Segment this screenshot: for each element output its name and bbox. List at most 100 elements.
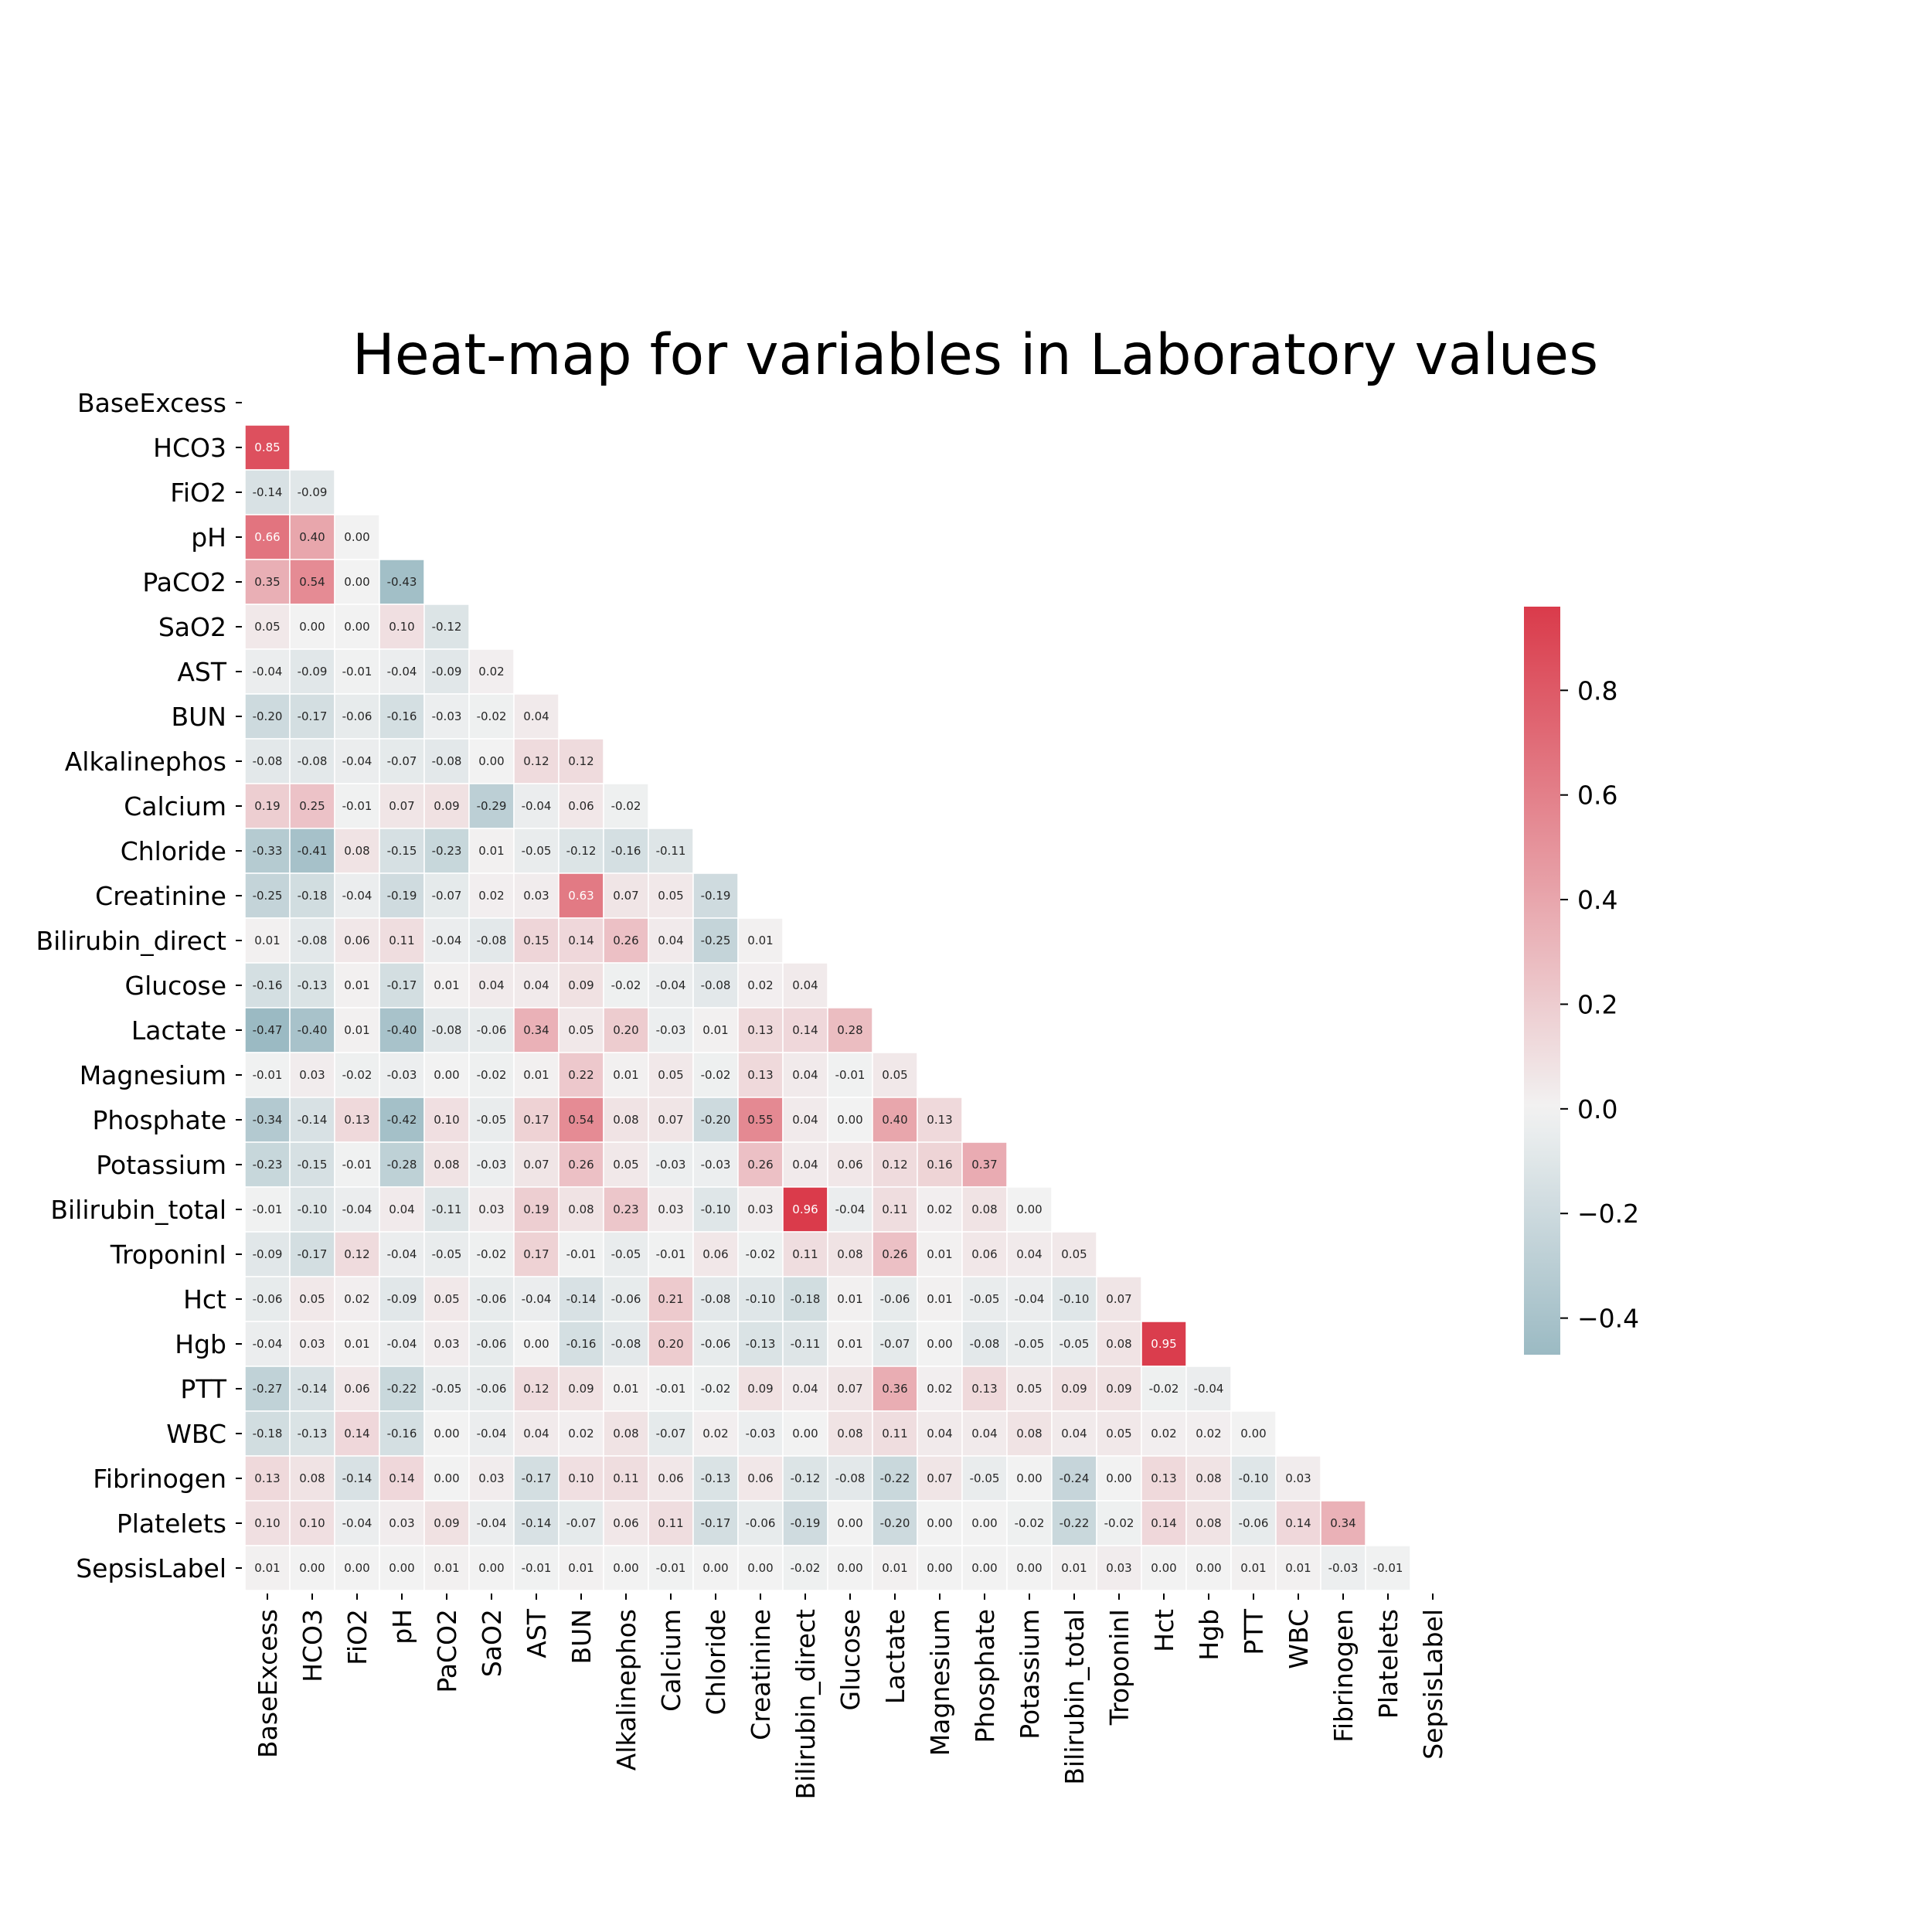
cell-label-Alkalinephos-HCO3: -0.08 <box>298 754 328 768</box>
cell-label-SepsisLabel-AST: -0.01 <box>522 1561 552 1575</box>
heatmap-cell-SepsisLabel-Platelets <box>1365 1545 1411 1591</box>
x-tick-Creatinine: Creatinine <box>746 1609 776 1740</box>
heatmap-cell-SepsisLabel-PTT <box>1230 1545 1277 1591</box>
heatmap-cell-PTT-SaO2 <box>468 1366 515 1412</box>
cell-label-Fibrinogen-pH: 0.14 <box>389 1471 414 1485</box>
cell-label-Platelets-Bilirubin_direct: -0.19 <box>791 1516 821 1530</box>
cell-label-BUN-pH: -0.16 <box>387 709 417 723</box>
heatmap-cell-Alkalinephos-BaseExcess <box>244 738 291 784</box>
cell-label-Platelets-Fibrinogen: 0.34 <box>1330 1516 1355 1530</box>
heatmap-cell-TroponinI-PaCO2 <box>423 1231 470 1277</box>
heatmap-cell-TroponinI-Potassium <box>1006 1231 1053 1277</box>
heatmap-cell-WBC-Bilirubin_total <box>1051 1410 1097 1457</box>
cell-label-Phosphate-HCO3: -0.14 <box>298 1113 328 1127</box>
cell-label-WBC-Bilirubin_direct: 0.00 <box>792 1427 818 1440</box>
x-tick-WBC: WBC <box>1284 1609 1314 1669</box>
cell-label-Calcium-PaCO2: 0.09 <box>434 799 459 813</box>
cell-label-Phosphate-Chloride: -0.20 <box>701 1113 731 1127</box>
heatmap-cell-AST-pH <box>379 648 425 695</box>
cell-label-WBC-Hct: 0.02 <box>1151 1427 1176 1440</box>
cell-label-Platelets-Lactate: -0.20 <box>880 1516 910 1530</box>
cell-label-SepsisLabel-Hgb: 0.00 <box>1196 1561 1221 1575</box>
heatmap-cell-TroponinI-Magnesium <box>917 1231 963 1277</box>
cell-label-Potassium-AST: 0.07 <box>523 1158 549 1172</box>
heatmap-cell-Hct-BaseExcess <box>244 1276 291 1322</box>
cell-label-BUN-BaseExcess: -0.20 <box>253 709 283 723</box>
heatmap-cell-Potassium-SaO2 <box>468 1141 515 1188</box>
cell-label-SepsisLabel-BaseExcess: 0.01 <box>254 1561 280 1575</box>
cell-label-Glucose-pH: -0.17 <box>387 978 417 992</box>
heatmap-cell-PTT-FiO2 <box>334 1366 380 1412</box>
x-tick-Bilirubin_total: Bilirubin_total <box>1060 1609 1090 1785</box>
heatmap-cell-SaO2-HCO3 <box>289 604 335 650</box>
cell-label-SepsisLabel-pH: 0.00 <box>389 1561 414 1575</box>
heatmap-cell-Magnesium-Glucose <box>827 1052 873 1098</box>
heatmap-cell-Potassium-Lactate <box>872 1141 918 1188</box>
cell-label-Phosphate-BaseExcess: -0.34 <box>253 1113 283 1127</box>
cell-label-WBC-BaseExcess: -0.18 <box>253 1427 283 1440</box>
heatmap-cell-SepsisLabel-Bilirubin_total <box>1051 1545 1097 1591</box>
cell-label-WBC-Chloride: 0.02 <box>702 1427 728 1440</box>
heatmap-cell-PTT-PaCO2 <box>423 1366 470 1412</box>
cell-label-Magnesium-PaCO2: 0.00 <box>434 1068 459 1082</box>
cell-label-Bilirubin_total-Lactate: 0.11 <box>882 1202 907 1216</box>
cell-label-Lactate-HCO3: -0.40 <box>298 1023 328 1037</box>
heatmap-cell-Fibrinogen-HCO3 <box>289 1455 335 1502</box>
heatmap-cell-WBC-AST <box>513 1410 560 1457</box>
x-tick-Chloride: Chloride <box>701 1609 731 1715</box>
cell-label-PTT-AST: 0.12 <box>523 1382 549 1396</box>
x-tick-Potassium: Potassium <box>1015 1609 1045 1740</box>
heatmap-cell-BUN-HCO3 <box>289 693 335 740</box>
cell-label-Glucose-Chloride: -0.08 <box>701 978 731 992</box>
cell-label-Lactate-Chloride: 0.01 <box>702 1023 728 1037</box>
heatmap-cell-Fibrinogen-PTT <box>1230 1455 1277 1502</box>
cell-label-Hct-Alkalinephos: -0.06 <box>611 1292 641 1306</box>
cell-label-Hct-SaO2: -0.06 <box>477 1292 507 1306</box>
heatmap-cell-Hgb-BUN <box>558 1321 604 1367</box>
cell-label-Bilirubin_total-Calcium: 0.03 <box>658 1202 683 1216</box>
cell-label-SaO2-pH: 0.10 <box>389 620 414 634</box>
heatmap-cell-Creatinine-Alkalinephos <box>603 872 649 919</box>
cell-label-Lactate-AST: 0.34 <box>523 1023 549 1037</box>
cell-label-Fibrinogen-Calcium: 0.06 <box>658 1471 683 1485</box>
heatmap-cell-Magnesium-PaCO2 <box>423 1052 470 1098</box>
heatmap-cell-Calcium-Alkalinephos <box>603 783 649 829</box>
cell-label-Fibrinogen-SaO2: 0.03 <box>478 1471 504 1485</box>
cell-label-Lactate-Creatinine: 0.13 <box>747 1023 773 1037</box>
cell-label-WBC-PTT: 0.00 <box>1240 1427 1266 1440</box>
heatmap-cell-Lactate-Bilirubin_direct <box>782 1007 828 1053</box>
cell-label-Magnesium-Alkalinephos: 0.01 <box>613 1068 638 1082</box>
x-tick-Hgb: Hgb <box>1194 1609 1224 1661</box>
cell-label-Bilirubin_total-BaseExcess: -0.01 <box>253 1202 283 1216</box>
heatmap-cell-Phosphate-HCO3 <box>289 1097 335 1143</box>
heatmap-cell-AST-BaseExcess <box>244 648 291 695</box>
heatmap-cell-Calcium-BaseExcess <box>244 783 291 829</box>
cell-label-Fibrinogen-Bilirubin_total: -0.24 <box>1060 1471 1090 1485</box>
cell-label-Creatinine-Alkalinephos: 0.07 <box>613 889 638 903</box>
heatmap-cell-SepsisLabel-Hgb <box>1185 1545 1232 1591</box>
heatmap-cell-AST-PaCO2 <box>423 648 470 695</box>
cell-label-Hct-BUN: -0.14 <box>566 1292 597 1306</box>
y-tick-Alkalinephos: Alkalinephos <box>65 747 226 777</box>
cell-label-Magnesium-HCO3: 0.03 <box>299 1068 325 1082</box>
heatmap-cell-PTT-Hct <box>1141 1366 1187 1412</box>
heatmap-cell-WBC-pH <box>379 1410 425 1457</box>
cell-label-Phosphate-PaCO2: 0.10 <box>434 1113 459 1127</box>
heatmap-cell-TroponinI-AST <box>513 1231 560 1277</box>
y-tick-Fibrinogen: Fibrinogen <box>93 1464 226 1494</box>
cell-label-Fibrinogen-Creatinine: 0.06 <box>747 1471 773 1485</box>
cell-label-Hgb-BUN: -0.16 <box>566 1337 597 1351</box>
cell-label-Magnesium-AST: 0.01 <box>523 1068 549 1082</box>
cell-label-Platelets-Alkalinephos: 0.06 <box>613 1516 638 1530</box>
cell-label-Phosphate-Magnesium: 0.13 <box>927 1113 952 1127</box>
x-tick-Calcium: Calcium <box>656 1609 686 1712</box>
cell-label-SepsisLabel-HCO3: 0.00 <box>299 1561 325 1575</box>
cell-label-Phosphate-Calcium: 0.07 <box>658 1113 683 1127</box>
heatmap-cell-Platelets-Magnesium <box>917 1500 963 1546</box>
cell-label-Potassium-BaseExcess: -0.23 <box>253 1158 283 1172</box>
heatmap-cell-Alkalinephos-FiO2 <box>334 738 380 784</box>
y-tick-Potassium: Potassium <box>96 1150 226 1180</box>
cell-label-Hgb-Lactate: -0.07 <box>880 1337 910 1351</box>
cell-label-Bilirubin_total-Potassium: 0.00 <box>1016 1202 1042 1216</box>
colorbar-tick-label: 0.0 <box>1577 1094 1617 1124</box>
